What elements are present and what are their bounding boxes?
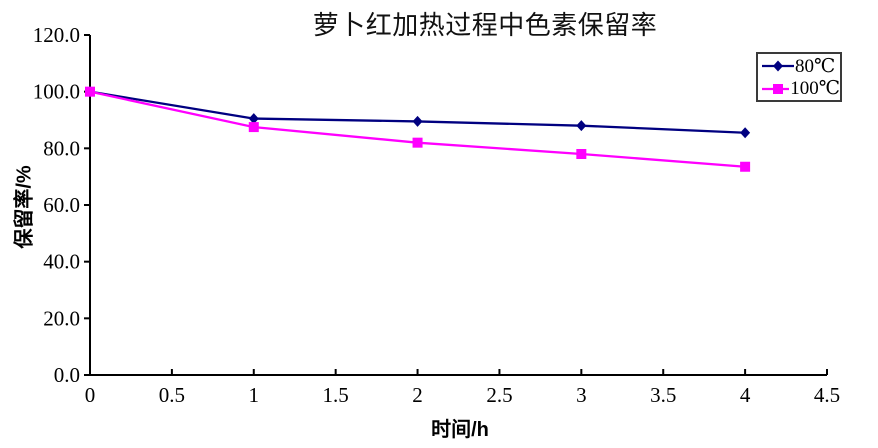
square-marker-icon: [773, 83, 783, 94]
axes: [89, 35, 827, 376]
square-marker-icon: [740, 161, 751, 172]
series-100℃: [85, 86, 751, 172]
x-tick-label: 3.5: [650, 383, 676, 407]
y-tick-label: 80.0: [43, 136, 80, 160]
legend-label-80c: 80℃: [795, 55, 836, 77]
y-axis-label: 保留率/%: [13, 165, 36, 249]
diamond-marker-icon: [762, 60, 794, 72]
x-axis-label: 时间/h: [431, 419, 489, 441]
y-tick-label: 120.0: [33, 23, 80, 47]
square-marker-icon: [412, 137, 423, 148]
y-tick-label: 100.0: [33, 80, 80, 104]
square-marker-icon: [762, 83, 790, 94]
legend-item-100c: 100℃: [762, 78, 840, 100]
x-tick-label: 0: [85, 383, 96, 407]
y-tick-label: 60.0: [43, 193, 80, 217]
legend-item-80c: 80℃: [762, 55, 840, 77]
square-marker-icon: [85, 86, 95, 97]
legend: 80℃ 100℃: [756, 52, 842, 102]
axis-lines: [89, 35, 827, 376]
x-tick-label: 3: [576, 383, 587, 407]
x-tick-label: 2: [412, 383, 423, 407]
square-marker-icon: [248, 122, 259, 133]
x-tick-label: 0.5: [159, 383, 185, 407]
x-tick-label: 2.5: [486, 383, 512, 407]
x-tick-label: 4: [740, 383, 751, 407]
y-tick-label: 40.0: [43, 250, 80, 274]
x-tick-label: 1: [249, 383, 260, 407]
diamond-marker-icon: [412, 115, 423, 127]
chart-title: 萝卜红加热过程中色素保留率: [312, 10, 658, 40]
y-tick-label: 0.0: [54, 363, 80, 387]
axis-ticks: [84, 34, 828, 376]
diamond-marker-icon: [773, 60, 783, 72]
y-tick-label: 20.0: [43, 306, 80, 330]
legend-label-100c: 100℃: [790, 78, 840, 100]
diamond-marker-icon: [248, 113, 259, 125]
diamond-marker-icon: [740, 127, 751, 139]
x-tick-label: 1.5: [323, 383, 349, 407]
diamond-marker-icon: [576, 120, 587, 132]
axis-tick-labels: 0.0 20.0 40.0 60.0 80.0 100.0 120.0 0 0.5 1 1.5 2 2.…: [33, 23, 840, 407]
x-tick-label: 4.5: [814, 383, 840, 407]
square-marker-icon: [576, 149, 587, 159]
data-series: [85, 86, 751, 172]
